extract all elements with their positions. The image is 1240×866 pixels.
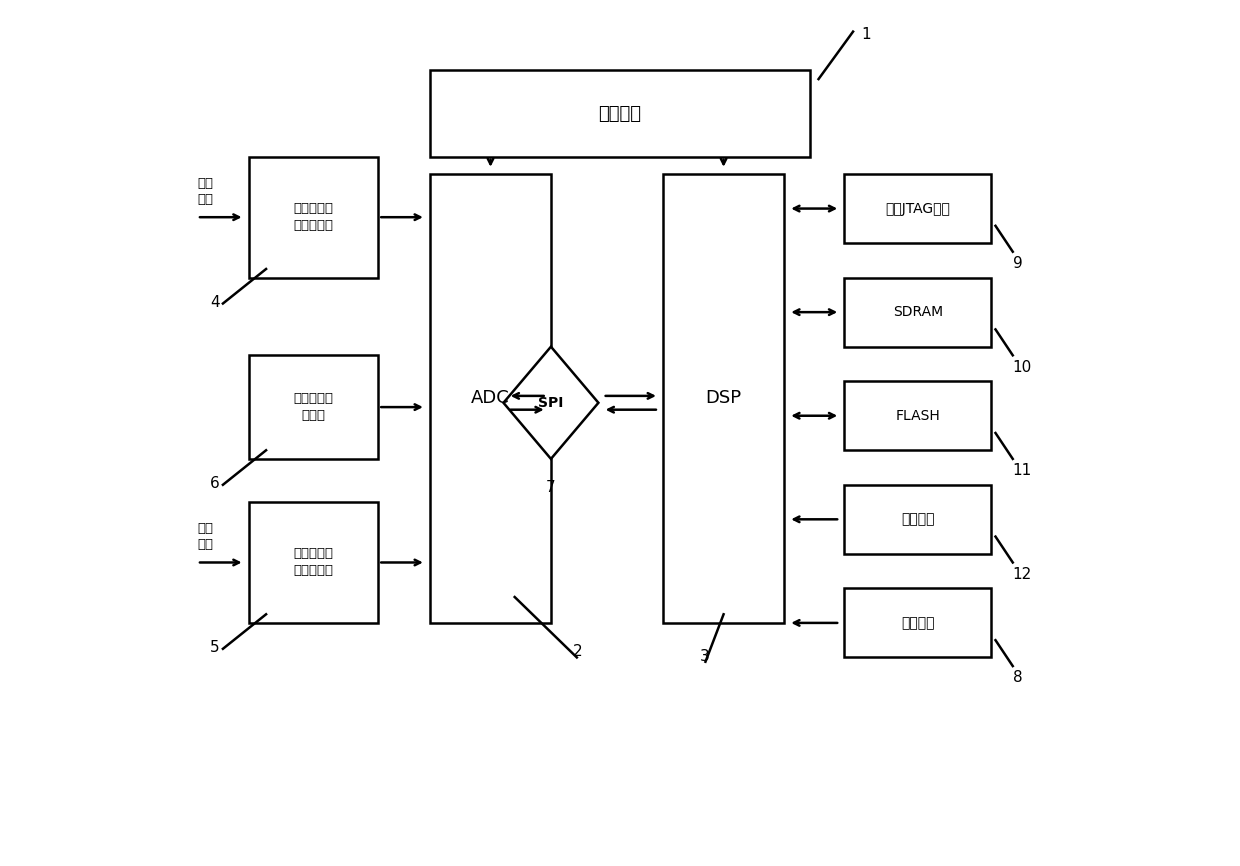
Text: SDRAM: SDRAM <box>893 305 942 320</box>
Text: 电流
信号: 电流 信号 <box>197 522 213 551</box>
FancyBboxPatch shape <box>430 70 810 157</box>
FancyBboxPatch shape <box>844 381 991 450</box>
Text: 有源滤振: 有源滤振 <box>901 513 935 527</box>
Text: 6: 6 <box>210 476 219 491</box>
Text: 1: 1 <box>862 28 872 42</box>
Text: 2: 2 <box>573 644 582 660</box>
FancyBboxPatch shape <box>249 502 378 623</box>
Text: 电压
信号: 电压 信号 <box>197 177 213 206</box>
Text: 4: 4 <box>210 295 219 310</box>
Text: 电流测量信
号变换电路: 电流测量信 号变换电路 <box>294 547 334 578</box>
Text: 复位模块: 复位模块 <box>901 616 935 630</box>
FancyBboxPatch shape <box>249 355 378 459</box>
Text: 9: 9 <box>1013 256 1023 271</box>
Text: 电压测量信
号变换电路: 电压测量信 号变换电路 <box>294 202 334 232</box>
Text: 基准参考电
压模块: 基准参考电 压模块 <box>294 392 334 422</box>
FancyBboxPatch shape <box>249 157 378 278</box>
Text: 12: 12 <box>1013 567 1032 582</box>
Text: 3: 3 <box>699 649 709 664</box>
FancyBboxPatch shape <box>663 174 784 623</box>
FancyBboxPatch shape <box>844 278 991 346</box>
FancyBboxPatch shape <box>844 588 991 657</box>
Polygon shape <box>503 346 599 459</box>
Text: 7: 7 <box>546 481 556 495</box>
Text: 11: 11 <box>1013 463 1032 478</box>
Text: DSP: DSP <box>706 390 742 408</box>
Text: 5: 5 <box>210 640 219 656</box>
Text: 电源模块: 电源模块 <box>599 105 641 123</box>
FancyBboxPatch shape <box>430 174 551 623</box>
FancyBboxPatch shape <box>844 174 991 243</box>
Text: 8: 8 <box>1013 670 1023 685</box>
Text: 10: 10 <box>1013 359 1032 375</box>
Text: FLASH: FLASH <box>895 409 940 423</box>
FancyBboxPatch shape <box>844 485 991 554</box>
Text: ADC: ADC <box>471 390 510 408</box>
Text: SPI: SPI <box>538 396 564 410</box>
Text: 调试JTAG接口: 调试JTAG接口 <box>885 202 950 216</box>
